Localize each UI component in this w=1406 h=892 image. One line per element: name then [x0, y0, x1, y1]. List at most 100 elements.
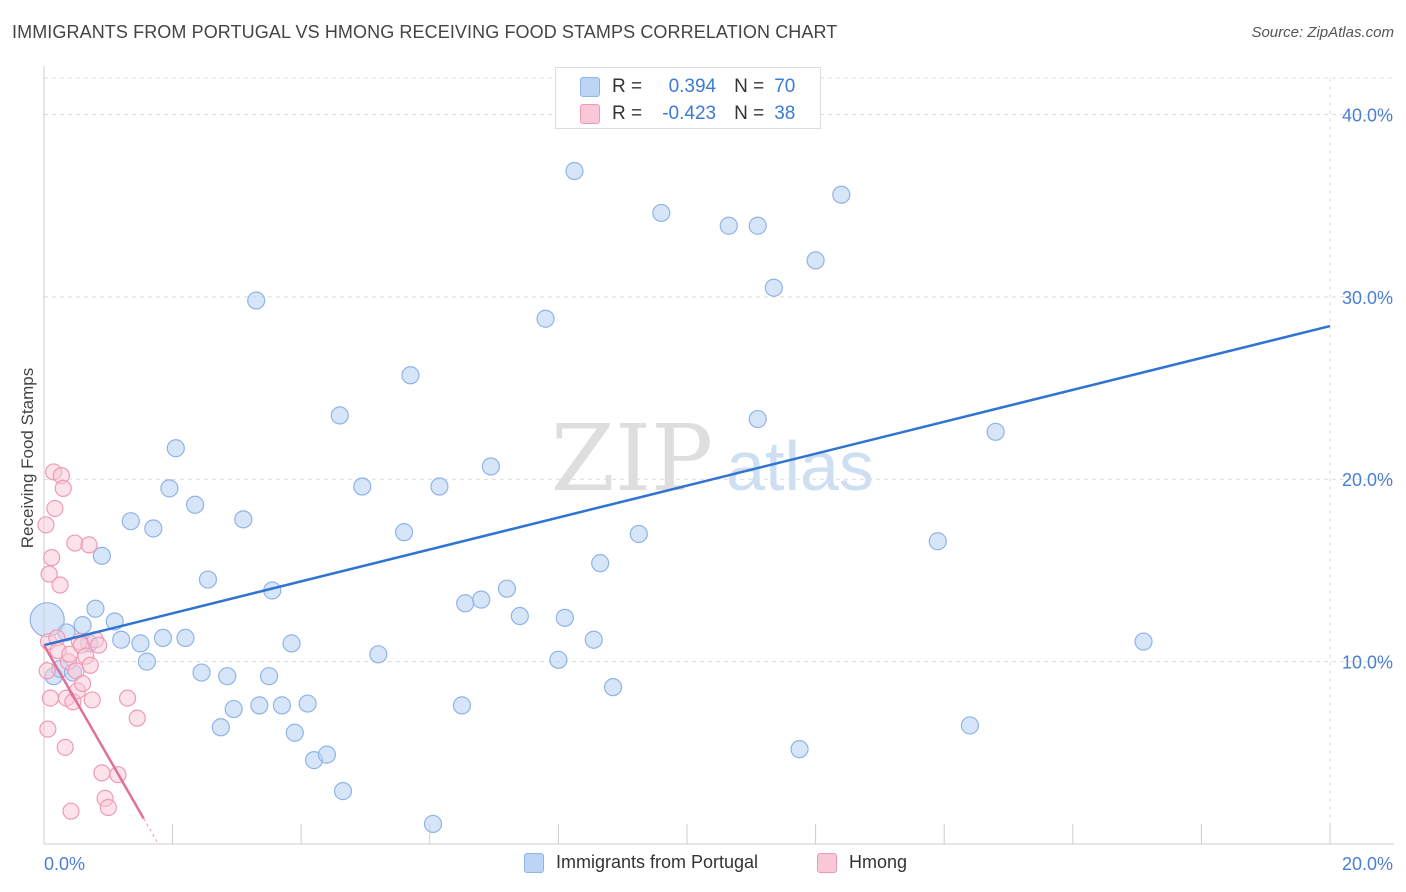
hmong-point [54, 479, 72, 497]
hmong-point [80, 536, 98, 554]
portugal-point [748, 216, 767, 235]
portugal-point [456, 594, 475, 613]
r-label: R = [612, 76, 643, 97]
r-value-portugal: 0.394 [668, 76, 717, 97]
portugal-point [211, 718, 230, 737]
portugal-point [719, 216, 738, 235]
portugal-swatch [580, 77, 600, 97]
portugal-point [176, 628, 195, 648]
portugal-point [986, 422, 1005, 441]
hmong-trendline-extension [143, 818, 159, 844]
portugal-point [629, 524, 648, 544]
portugal-point [112, 630, 131, 649]
portugal-point [1134, 632, 1153, 651]
portugal-point [536, 309, 555, 328]
portugal-point [497, 579, 517, 598]
portugal-point [603, 678, 623, 697]
portugal-point [510, 606, 529, 626]
trend-layer [42, 324, 1331, 844]
portugal-point [121, 512, 140, 531]
hmong-point [46, 499, 64, 518]
legend-swatch-portugal [524, 852, 544, 873]
hmong-point [118, 689, 137, 707]
r-value-hmong: -0.423 [662, 103, 717, 124]
portugal-point [591, 554, 610, 573]
portugal-point [137, 652, 156, 671]
portugal-point [333, 782, 353, 801]
portugal-point [423, 814, 443, 834]
hmong-point [90, 636, 108, 654]
tick-label-layer: 10.0% 20.0% 30.0% 40.0% 0.0% 20.0% [44, 105, 1393, 874]
portugal-point [259, 667, 279, 686]
watermark: ZIP atlas [551, 405, 874, 512]
portugal-point [481, 457, 500, 476]
portugal-point [272, 696, 292, 715]
portugal-point [224, 699, 243, 719]
legend-item-hmong: Hmong [817, 852, 907, 873]
portugal-point [832, 185, 851, 204]
portugal-point [555, 608, 574, 627]
portugal-point [806, 251, 825, 270]
portugal-point [584, 630, 603, 649]
hmong-point [39, 720, 57, 738]
legend-label-hmong: Hmong [849, 852, 908, 872]
portugal-point [153, 628, 173, 648]
y-tick-label: 30.0% [1342, 288, 1393, 308]
portugal-point [160, 479, 179, 498]
portugal-point [790, 740, 809, 759]
hmong-point [38, 662, 56, 680]
portugal-point [928, 532, 947, 551]
legend-swatch-hmong [817, 852, 837, 873]
stats-legend: R = 0.394 N = 70 R = -0.423 N = 38 [555, 67, 821, 129]
portugal-point [144, 519, 163, 538]
series-legend: Immigrants from Portugal Hmong [0, 852, 1406, 878]
hmong-point [128, 709, 146, 727]
portugal-point [317, 745, 337, 764]
portugal-point [394, 523, 414, 542]
stats-row-portugal: R = 0.394 N = 70 [580, 74, 795, 100]
hmong-trendline [42, 644, 145, 820]
portugal-point [250, 696, 269, 715]
portugal-point [192, 663, 211, 682]
portugal-point [247, 291, 266, 310]
hmong-point [66, 534, 84, 552]
portugal-point [282, 634, 301, 653]
n-label: N = [734, 103, 765, 124]
hmong-point [56, 738, 74, 756]
portugal-point [234, 510, 253, 529]
hmong-point [93, 764, 111, 782]
hmong-point [73, 674, 92, 693]
portugal-point [353, 477, 372, 496]
watermark-atlas: atlas [726, 427, 874, 505]
hmong-point [41, 689, 60, 707]
watermark-zip: ZIP [551, 405, 713, 512]
portugal-point [330, 406, 349, 425]
x-tick-label: 0.0% [44, 854, 85, 874]
hmong-point [81, 656, 99, 674]
portugal-point [565, 161, 584, 181]
portugal-point [92, 546, 111, 565]
n-value-portugal: 70 [774, 76, 796, 97]
portugal-point [652, 203, 671, 223]
legend-item-portugal: Immigrants from Portugal [524, 852, 758, 873]
portugal-point [298, 694, 317, 713]
series-hmong [37, 463, 146, 820]
legend-label-portugal: Immigrants from Portugal [556, 852, 759, 872]
y-tick-label: 20.0% [1342, 470, 1393, 490]
portugal-point [131, 634, 150, 653]
hmong-point [40, 565, 58, 583]
y-tick-label: 10.0% [1342, 653, 1393, 673]
portugal-point [401, 366, 420, 385]
series-portugal [29, 161, 1153, 834]
n-value-hmong: 38 [774, 103, 796, 124]
portugal-point [218, 667, 237, 686]
portugal-point [430, 477, 449, 496]
portugal-point [186, 495, 205, 514]
axis-layer [43, 66, 1394, 845]
hmong-swatch [580, 104, 600, 124]
x-tick-label: 20.0% [1342, 854, 1393, 874]
n-label: N = [734, 76, 765, 97]
source-label: Source: ZipAtlas.com [1251, 24, 1394, 41]
portugal-point [73, 616, 92, 635]
